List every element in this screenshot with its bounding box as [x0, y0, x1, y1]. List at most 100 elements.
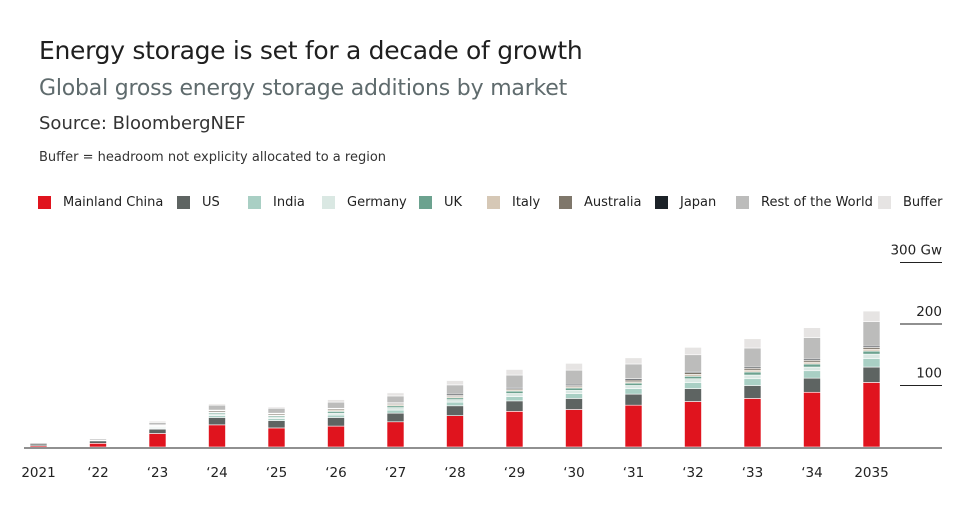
legend-item-rest-of-the-world: Rest of the World [736, 195, 873, 210]
bar-segment-rest-of-the-world [386, 395, 405, 404]
legend-swatch-rest-of-the-world [736, 196, 749, 209]
legend-swatch-australia [559, 196, 572, 209]
bar-segment-uk [803, 363, 821, 368]
bar-segment-buffer [208, 403, 226, 406]
legend-label-us: US [202, 195, 220, 210]
bar-segment-germany [743, 374, 762, 380]
bar-segment-us [267, 420, 286, 429]
bar-segment-mainland-china [89, 443, 107, 448]
bar-segment-us [208, 417, 226, 426]
legend-swatch-mainland-china [38, 196, 51, 209]
bar-segment-mainland-china [565, 409, 583, 448]
legend-label-australia: Australia [584, 195, 642, 210]
legend-label-mainland-china: Mainland China [63, 195, 164, 210]
legend: Mainland China US India Germany UK Italy Austr… [38, 195, 948, 215]
bar-segment-mainland-china [684, 401, 702, 448]
bar-segment-india [624, 388, 643, 395]
legend-item-india: India [248, 195, 305, 210]
bar-segment-buffer [446, 380, 464, 386]
chart-subtitle: Global gross energy storage additions by… [39, 76, 568, 101]
bar-segment-rest-of-the-world [862, 321, 881, 347]
bar-segment-germany [386, 407, 405, 411]
x-tick-label: ‘31 [623, 465, 644, 481]
bar-segment-india [743, 378, 762, 386]
bar-segment-buffer [505, 369, 524, 376]
bar-segment-mainland-china [208, 424, 226, 448]
legend-label-germany: Germany [347, 195, 407, 210]
bar-segment-buffer [565, 363, 583, 371]
chart-title: Energy storage is set for a decade of gr… [39, 36, 583, 65]
x-tick-label: 2021 [21, 465, 55, 481]
bar-segment-mainland-china [327, 425, 345, 448]
bar-segment-rest-of-the-world [684, 354, 702, 372]
bar-segment-buffer [148, 420, 167, 423]
bar-segment-buffer [267, 406, 286, 409]
bar-segment-us [505, 400, 524, 412]
bar-segment-rest-of-the-world [267, 407, 286, 414]
bar-segment-us [624, 393, 643, 406]
bar-segment-germany [803, 366, 821, 372]
bar-segment-rest-of-the-world [446, 384, 464, 395]
bar-segment-india [684, 382, 702, 389]
bar-segment-germany [505, 393, 524, 397]
bar-segment-us [89, 440, 107, 444]
legend-label-rest-of-the-world: Rest of the World [761, 195, 873, 210]
bar-segment-india [327, 414, 345, 418]
bar-segment-india [386, 409, 405, 414]
bar-segment-india [565, 393, 583, 399]
bar-segment-buffer [327, 399, 345, 403]
bar-segment-india [505, 396, 524, 402]
bar-segment-uk [684, 375, 702, 380]
bar-segment-india [803, 370, 821, 379]
legend-label-india: India [273, 195, 305, 210]
x-tick-label: ‘28 [444, 465, 465, 481]
bar-segment-mainland-china [267, 427, 286, 448]
x-tick-label: 2035 [854, 465, 888, 481]
bar-segment-india [446, 401, 464, 407]
x-tick-label: ‘23 [147, 465, 168, 481]
bar-segment-buffer [684, 347, 702, 356]
bar-segment-rest-of-the-world [208, 404, 226, 411]
bar-segment-germany [624, 385, 643, 389]
bar-segment-us [862, 366, 881, 383]
legend-item-italy: Italy [487, 195, 540, 210]
legend-swatch-uk [419, 196, 432, 209]
bar-segment-germany [565, 390, 583, 394]
bar-segment-us [386, 412, 405, 423]
bar-segment-india [862, 358, 881, 368]
bar-segment-uk [505, 390, 524, 394]
bar-segment-us [743, 385, 762, 399]
bar-segment-us [327, 417, 345, 427]
x-tick-label: ‘30 [563, 465, 584, 481]
bar-segment-uk [743, 371, 762, 376]
bar-segment-rest-of-the-world [743, 347, 762, 368]
bar-segment-us [803, 377, 821, 393]
bar-segment-mainland-china [386, 421, 405, 448]
bar-segment-rest-of-the-world [327, 401, 345, 409]
bar-segment-germany [684, 378, 702, 383]
bar-segment-germany [446, 399, 464, 403]
bar-segment-us [446, 405, 464, 416]
legend-swatch-us [177, 196, 190, 209]
x-tick-label: ‘26 [325, 465, 346, 481]
y-tick-label: 300 Gw [890, 243, 942, 259]
legend-item-germany: Germany [322, 195, 407, 210]
legend-swatch-japan [655, 196, 668, 209]
bar-segment-rest-of-the-world [29, 442, 48, 445]
x-tick-label: ‘29 [504, 465, 525, 481]
bar-segment-mainland-china [446, 415, 464, 448]
bar-segment-mainland-china [505, 411, 524, 448]
bar-segment-mainland-china [803, 391, 821, 448]
legend-label-italy: Italy [512, 195, 541, 210]
y-tick-label: 200 [916, 304, 942, 320]
bar-segment-buffer [743, 338, 762, 349]
bar-segment-buffer [386, 392, 405, 397]
bar-segment-rest-of-the-world [565, 369, 583, 385]
x-tick-label: ‘22 [87, 465, 108, 481]
buffer-note: Buffer = headroom not explicity allocate… [39, 150, 387, 165]
legend-item-australia: Australia [559, 195, 642, 210]
bar-segment-buffer [862, 310, 881, 322]
bar-segment-rest-of-the-world [89, 438, 107, 441]
y-tick-label: 100 [916, 366, 942, 382]
